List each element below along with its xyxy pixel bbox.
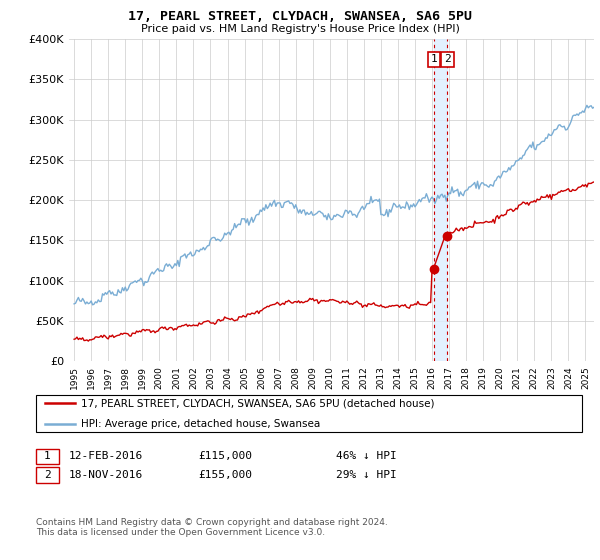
Text: 1: 1: [430, 54, 437, 64]
Text: £115,000: £115,000: [198, 451, 252, 461]
Text: 46% ↓ HPI: 46% ↓ HPI: [336, 451, 397, 461]
Text: 17, PEARL STREET, CLYDACH, SWANSEA, SA6 5PU (detached house): 17, PEARL STREET, CLYDACH, SWANSEA, SA6 …: [81, 399, 434, 408]
Text: 12-FEB-2016: 12-FEB-2016: [69, 451, 143, 461]
Text: 29% ↓ HPI: 29% ↓ HPI: [336, 470, 397, 480]
Text: 2: 2: [44, 470, 51, 480]
Text: HPI: Average price, detached house, Swansea: HPI: Average price, detached house, Swan…: [81, 419, 320, 428]
Text: Price paid vs. HM Land Registry's House Price Index (HPI): Price paid vs. HM Land Registry's House …: [140, 24, 460, 34]
Text: 18-NOV-2016: 18-NOV-2016: [69, 470, 143, 480]
Text: 1: 1: [44, 451, 51, 461]
Bar: [434, 39, 448, 361]
Text: 2: 2: [444, 54, 451, 64]
Text: 17, PEARL STREET, CLYDACH, SWANSEA, SA6 5PU: 17, PEARL STREET, CLYDACH, SWANSEA, SA6 …: [128, 10, 472, 23]
Text: £155,000: £155,000: [198, 470, 252, 480]
Text: Contains HM Land Registry data © Crown copyright and database right 2024.
This d: Contains HM Land Registry data © Crown c…: [36, 518, 388, 538]
